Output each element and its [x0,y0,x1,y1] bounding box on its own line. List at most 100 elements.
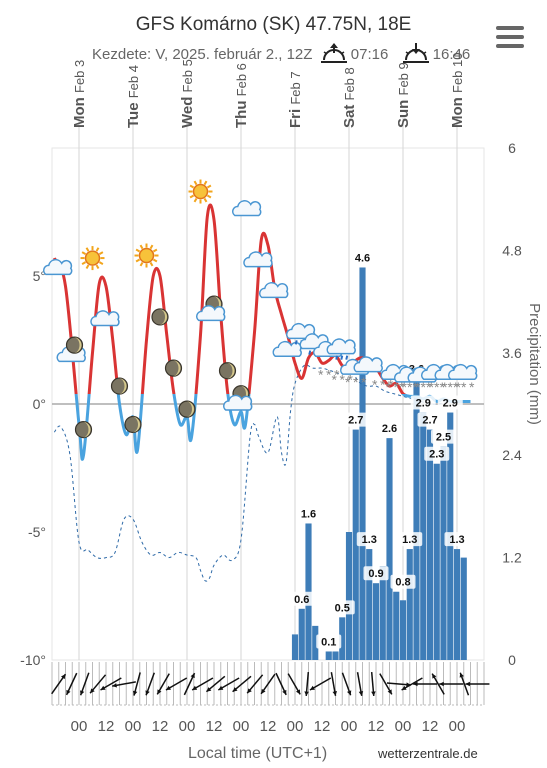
sun-ray [135,248,141,253]
snow-flake: * [461,379,467,395]
hour-tick-label: 00 [179,718,196,735]
sun-ray [95,264,100,269]
precip-tick-label: 2.4 [502,447,522,463]
cloud-icon [232,200,262,217]
sun-ray [193,197,198,203]
snow-flake: * [402,379,408,395]
precip-label: 2.5 [436,432,451,444]
snow-flake: * [372,377,378,393]
wind-arrow-head [80,690,85,696]
precip-label-bg [343,412,369,427]
precip-tick-label: 4.8 [502,242,522,258]
precip-bar [393,591,400,660]
hour-tick-label: 12 [98,718,115,735]
wind-arrows [51,662,490,706]
cloud-shape [90,310,120,327]
precip-label: 2.7 [422,415,437,427]
sun-ray [149,244,154,250]
hour-tick-label: 12 [368,718,385,735]
wind-arrow-head [232,687,238,692]
precip-bar [379,566,386,660]
snow-icon: * * * [399,379,421,395]
precip-tick-label: 6 [508,140,516,156]
wind-arrow [431,673,445,695]
precip-label: 4.6 [355,252,370,264]
precip-label: 0.8 [395,577,410,589]
cloud-icon [90,310,120,327]
sunset-time: 16:46 [432,46,471,63]
moon-crescent [186,401,194,418]
wind-arrow-head [401,685,407,690]
precip-bar [453,549,461,660]
moon-disc [178,400,196,418]
wind-arrow [79,672,90,696]
chart-subtitle: Kezdete: V, 2025. február 2., 12Z 07:16 … [92,43,470,63]
hour-tick-label: 12 [260,718,277,735]
precip-bar [312,625,319,660]
wind-arrow [330,672,338,696]
precip-label: 0.5 [335,602,350,614]
wind-arrow-head [439,681,444,687]
sun-ray [135,258,141,263]
precip-bar [420,412,427,660]
sun-ray [206,194,212,199]
hour-tick-label: 00 [233,718,250,735]
snow-flake: * [340,371,346,387]
wind-arrow [309,677,332,691]
precip-bar [426,429,434,660]
sun-icon [188,179,213,204]
precip-label-bg [363,566,389,581]
wind-arrow-head [332,691,338,696]
snow-icon: * * * [413,379,435,395]
moon-icon [151,308,169,326]
sun-ray [85,264,90,269]
rain-drop [308,350,312,355]
precip-tick-label: 0 [508,652,516,668]
wind-arrow-head [413,681,418,687]
hour-tick-label: 00 [287,718,304,735]
day-label: Mon Feb 10 [449,53,466,128]
precip-bar [460,557,467,660]
precip-label: 0.1 [321,636,336,648]
snow-flake: * [380,377,386,393]
sun-ray [152,258,158,263]
hour-axis: 00 12 00 12 00 12 00 12 00 12 00 12 00 12 00 [71,718,466,735]
snow-flake: * [440,379,446,395]
snow-icon: * * * [345,374,367,390]
sun-ray [152,248,158,253]
x-axis-label: Local time (UTC+1) [188,745,328,762]
sun-ray [203,197,208,203]
hour-tick-label: 00 [449,718,466,735]
snow-icon: * * * [440,379,462,395]
wind-arrow [217,677,240,691]
wind-arrow [370,671,376,697]
precip-label-bg [316,634,342,649]
wind-arrow [459,672,470,696]
precip-label-bg [397,532,423,547]
sun-icon [80,246,105,271]
wind-arrow-head [206,687,212,692]
rain-drop [340,355,344,360]
wind-arrow-head [192,685,198,690]
cloud-icon [43,259,73,276]
credits: wetterzentrale.de [378,746,478,761]
snow-flake: * [415,379,421,395]
precip-bar [413,378,420,660]
snow-icon: * * * [453,379,475,395]
wind-arrow-head [304,691,309,696]
moon-disc [164,359,183,377]
wind-arrow [439,681,464,687]
wind-arrow-head [157,689,162,695]
cloud-shape [448,363,478,381]
menu-icon[interactable] [496,26,524,48]
moon-icon [218,362,237,380]
cloud-icon [196,305,226,322]
day-label: Tue Feb 4 [125,65,142,128]
temp-tick-label: 5° [33,268,46,284]
moon-disc [151,308,169,326]
temp-tick-label: 0° [33,396,46,412]
precipitation-bars [291,267,467,660]
wind-arrow-head [358,691,364,696]
moon-crescent [159,308,167,325]
